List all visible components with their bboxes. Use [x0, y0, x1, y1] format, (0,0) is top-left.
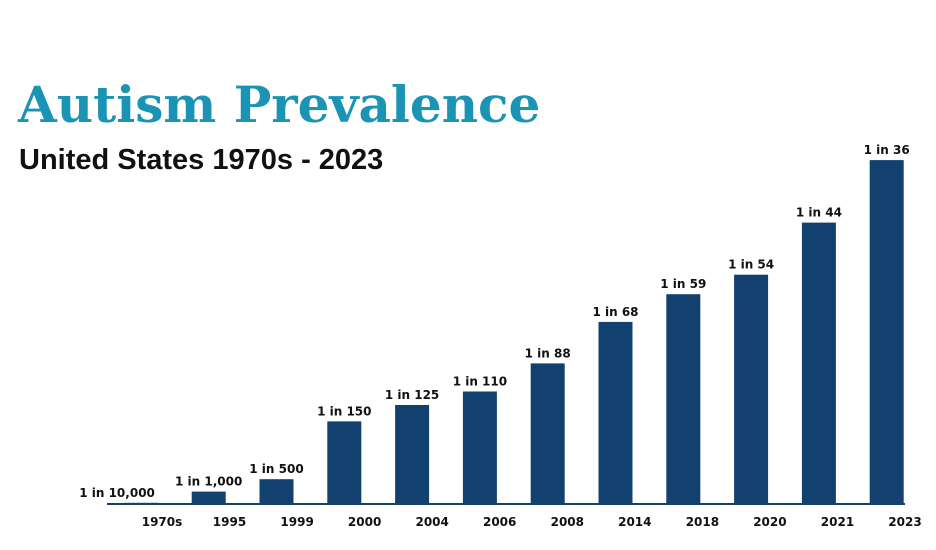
- bar-2023: [869, 160, 904, 504]
- x-tick-label-2020: 2020: [753, 515, 786, 529]
- bar-2000: [327, 421, 362, 504]
- data-label-2020: 1 in 54: [728, 258, 774, 272]
- x-tick-label-1995: 1995: [213, 515, 246, 529]
- bar-2018: [666, 294, 701, 504]
- x-tick-label-2006: 2006: [483, 515, 516, 529]
- x-tick-label-2008: 2008: [551, 515, 584, 529]
- data-label-1970s: 1 in 10,000: [79, 486, 155, 500]
- x-tick-label-1970s: 1970s: [142, 515, 183, 529]
- bar-1999: [259, 479, 294, 504]
- data-label-1999: 1 in 500: [249, 462, 303, 476]
- data-label-2006: 1 in 110: [453, 375, 507, 389]
- data-label-2004: 1 in 125: [385, 388, 439, 402]
- data-label-2014: 1 in 68: [592, 305, 638, 319]
- bar-2020: [734, 274, 769, 504]
- bar-1995: [191, 491, 226, 504]
- data-label-1995: 1 in 1,000: [175, 475, 242, 489]
- x-tick-label-2000: 2000: [348, 515, 381, 529]
- bar-2021: [801, 222, 836, 504]
- x-tick-label-2014: 2014: [618, 515, 651, 529]
- x-tick-label-2018: 2018: [686, 515, 719, 529]
- data-label-2000: 1 in 150: [317, 404, 371, 418]
- x-tick-label-2023: 2023: [888, 515, 921, 529]
- data-label-2008: 1 in 88: [525, 346, 571, 360]
- bar-2008: [530, 363, 565, 504]
- x-tick-label-2004: 2004: [415, 515, 448, 529]
- chart-subtitle: United States 1970s - 2023: [19, 144, 384, 176]
- data-label-2021: 1 in 44: [796, 206, 842, 220]
- bar-2004: [395, 405, 430, 504]
- bar-2006: [462, 391, 497, 504]
- chart-title: Autism Prevalence: [18, 75, 541, 134]
- data-label-2018: 1 in 59: [660, 277, 706, 291]
- x-tick-label-2021: 2021: [821, 515, 854, 529]
- x-tick-label-1999: 1999: [280, 515, 313, 529]
- data-label-2023: 1 in 36: [864, 143, 910, 157]
- bar-2014: [598, 321, 633, 504]
